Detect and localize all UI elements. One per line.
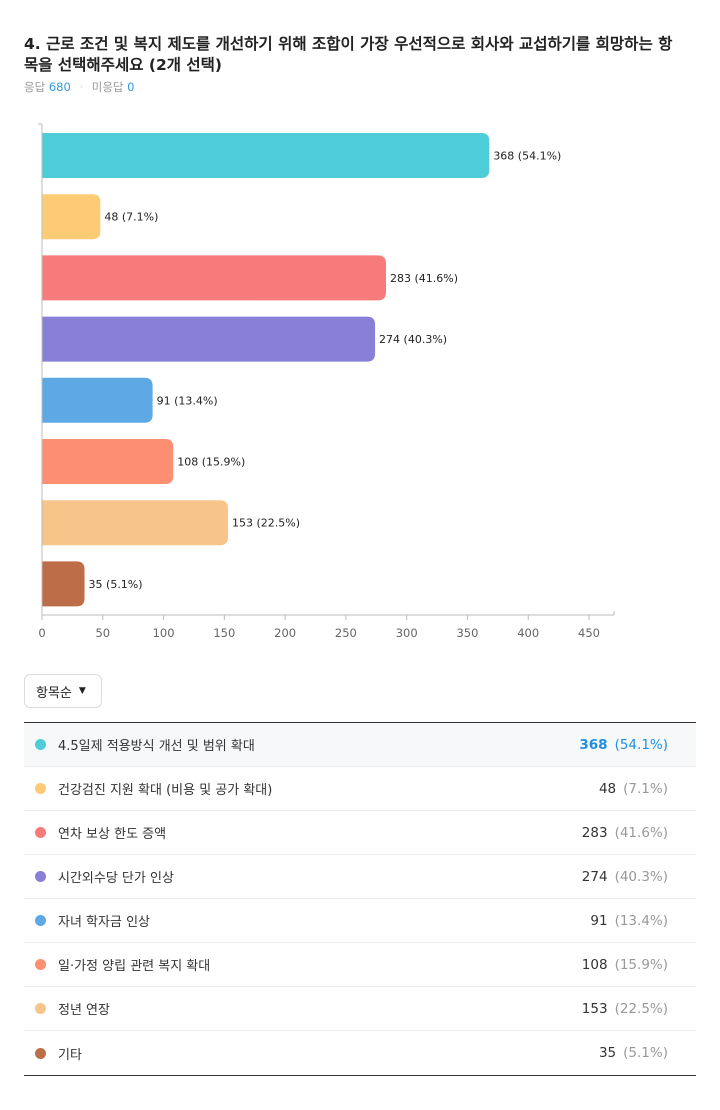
row-percent: (41.6%) bbox=[614, 824, 668, 841]
row-label: 기타 bbox=[58, 1047, 82, 1063]
color-swatch-icon bbox=[35, 827, 46, 838]
question-title: 4. 근로 조건 및 복지 제도를 개선하기 위해 조합이 가장 우선적으로 회… bbox=[24, 35, 673, 74]
row-count: 274 bbox=[581, 868, 608, 885]
bar-5 bbox=[42, 377, 153, 423]
row-percent: (54.1%) bbox=[614, 736, 668, 753]
table-row: 기타 35 (5.1%) bbox=[24, 1031, 696, 1075]
x-tick-label-400: 400 bbox=[517, 626, 539, 640]
response-stats: 응답 680 · 미응답 0 bbox=[24, 79, 134, 95]
x-tick-label-100: 100 bbox=[153, 626, 175, 640]
row-label: 자녀 학자금 인상 bbox=[58, 915, 150, 930]
color-swatch-icon bbox=[35, 1003, 46, 1014]
row-count: 283 bbox=[581, 824, 608, 841]
sort-label: 항목순 bbox=[36, 685, 72, 701]
row-count: 368 bbox=[579, 736, 608, 753]
data-label-1: 368 (54.1%) bbox=[493, 150, 561, 163]
row-percent: (5.1%) bbox=[623, 1045, 668, 1061]
color-swatch-icon bbox=[35, 871, 46, 882]
data-label-7: 153 (22.5%) bbox=[232, 517, 300, 530]
row-label: 일·가정 양립 관련 복지 확대 bbox=[58, 959, 211, 974]
x-tick-label-0: 0 bbox=[38, 626, 45, 640]
row-count: 35 bbox=[598, 1045, 617, 1061]
row-count: 108 bbox=[581, 956, 608, 973]
data-label-8: 35 (5.1%) bbox=[89, 578, 143, 591]
table-row: 정년 연장 153 (22.5%) bbox=[24, 987, 696, 1031]
unanswered-label: 미응답 bbox=[91, 80, 124, 94]
row-count: 153 bbox=[581, 1000, 608, 1017]
bar-chart: 368 (54.1%) 48 (7.1%) 283 (41.6%) 274 (40.3… bbox=[38, 123, 615, 640]
caret-down-icon: ▼ bbox=[78, 686, 86, 696]
row-percent: (13.4%) bbox=[614, 912, 668, 929]
data-label-5: 91 (13.4%) bbox=[157, 394, 218, 407]
sort-dropdown-button[interactable]: 항목순 ▼ bbox=[24, 674, 102, 708]
answered-count: 680 bbox=[48, 80, 71, 94]
unanswered-count: 0 bbox=[127, 80, 135, 94]
table-row: 연차 보상 한도 증액 283 (41.6%) bbox=[24, 811, 696, 855]
row-label: 연차 보상 한도 증액 bbox=[58, 827, 167, 842]
row-percent: (15.9%) bbox=[614, 956, 668, 973]
table-row: 시간외수당 단가 인상 274 (40.3%) bbox=[24, 855, 696, 899]
row-label: 시간외수당 단가 인상 bbox=[58, 871, 174, 886]
row-label: 4.5일제 적용방식 개선 및 범위 확대 bbox=[58, 739, 255, 754]
x-tick-label-150: 150 bbox=[213, 626, 235, 640]
color-swatch-icon bbox=[35, 1047, 46, 1059]
table-row: 일·가정 양립 관련 복지 확대 108 (15.9%) bbox=[24, 943, 696, 987]
row-percent: (7.1%) bbox=[623, 780, 668, 797]
bar-3 bbox=[42, 255, 387, 301]
row-label: 정년 연장 bbox=[58, 1003, 110, 1018]
row-label: 건강검진 지원 확대 (비용 및 공가 확대) bbox=[58, 783, 273, 798]
data-label-2: 48 (7.1%) bbox=[104, 211, 158, 224]
row-percent: (22.5%) bbox=[614, 1000, 668, 1017]
table-row: 건강검진 지원 확대 (비용 및 공가 확대) 48 (7.1%) bbox=[24, 767, 696, 811]
bar-1 bbox=[42, 133, 490, 178]
x-tick-label-250: 250 bbox=[335, 626, 357, 640]
color-swatch-icon bbox=[35, 783, 46, 794]
data-label-4: 274 (40.3%) bbox=[379, 333, 447, 346]
answered-label: 응답 bbox=[24, 80, 46, 94]
data-label-3: 283 (41.6%) bbox=[390, 272, 458, 285]
bar-8 bbox=[42, 561, 85, 607]
result-table: 4.5일제 적용방식 개선 및 범위 확대 368 (54.1%) 건강검진 지원 확… bbox=[24, 722, 696, 1076]
bar-2 bbox=[42, 194, 101, 240]
data-label-6: 108 (15.9%) bbox=[177, 456, 245, 469]
x-tick-label-350: 350 bbox=[456, 626, 478, 640]
x-tick-label-200: 200 bbox=[274, 626, 296, 640]
x-tick-label-300: 300 bbox=[396, 626, 418, 640]
color-swatch-icon bbox=[35, 959, 46, 970]
bar-6 bbox=[42, 439, 174, 484]
x-tick-label-450: 450 bbox=[578, 626, 600, 640]
color-swatch-icon bbox=[35, 915, 46, 926]
row-count: 91 bbox=[590, 912, 608, 929]
row-percent: (40.3%) bbox=[614, 868, 668, 885]
separator-dot: · bbox=[79, 80, 84, 94]
row-count: 48 bbox=[598, 780, 617, 797]
x-tick-label-50: 50 bbox=[95, 626, 110, 640]
bar-7 bbox=[42, 500, 228, 546]
bar-4 bbox=[42, 316, 376, 362]
color-swatch-icon bbox=[35, 739, 46, 750]
table-row: 자녀 학자금 인상 91 (13.4%) bbox=[24, 899, 696, 943]
table-row: 4.5일제 적용방식 개선 및 범위 확대 368 (54.1%) bbox=[24, 723, 696, 767]
